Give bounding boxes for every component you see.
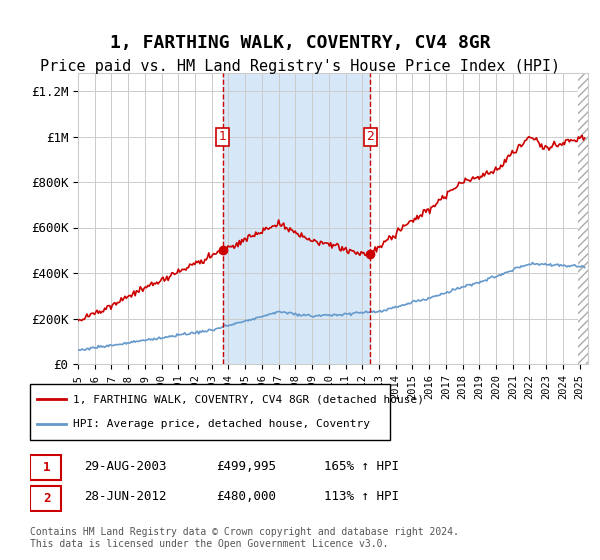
Text: Price paid vs. HM Land Registry's House Price Index (HPI): Price paid vs. HM Land Registry's House … xyxy=(40,59,560,74)
Text: £480,000: £480,000 xyxy=(216,491,276,503)
FancyBboxPatch shape xyxy=(30,455,61,480)
Bar xyxy=(223,73,370,364)
Text: £499,995: £499,995 xyxy=(216,460,276,473)
FancyBboxPatch shape xyxy=(578,73,596,364)
Text: 1: 1 xyxy=(43,461,50,474)
Text: 165% ↑ HPI: 165% ↑ HPI xyxy=(324,460,399,473)
Text: 1, FARTHING WALK, COVENTRY, CV4 8GR (detached house): 1, FARTHING WALK, COVENTRY, CV4 8GR (det… xyxy=(73,394,424,404)
Text: 2: 2 xyxy=(43,492,50,505)
Text: 2: 2 xyxy=(367,130,374,143)
FancyBboxPatch shape xyxy=(30,384,390,440)
FancyBboxPatch shape xyxy=(30,486,61,511)
Text: 113% ↑ HPI: 113% ↑ HPI xyxy=(324,491,399,503)
Text: 28-JUN-2012: 28-JUN-2012 xyxy=(84,491,167,503)
Text: 1, FARTHING WALK, COVENTRY, CV4 8GR: 1, FARTHING WALK, COVENTRY, CV4 8GR xyxy=(110,34,490,52)
Text: Contains HM Land Registry data © Crown copyright and database right 2024.
This d: Contains HM Land Registry data © Crown c… xyxy=(30,527,459,549)
Text: 29-AUG-2003: 29-AUG-2003 xyxy=(84,460,167,473)
Text: HPI: Average price, detached house, Coventry: HPI: Average price, detached house, Cove… xyxy=(73,419,370,429)
Text: 1: 1 xyxy=(219,130,227,143)
